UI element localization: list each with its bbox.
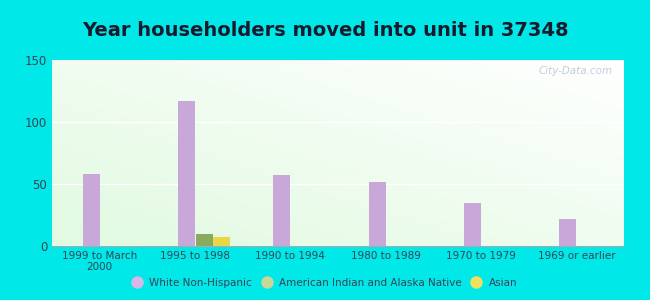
Bar [213,237,230,246]
Bar [369,182,385,246]
Legend: White Non-Hispanic, American Indian and Alaska Native, Asian: White Non-Hispanic, American Indian and … [128,273,522,292]
Text: Year householders moved into unit in 37348: Year householders moved into unit in 373… [82,21,568,40]
Bar [83,174,99,246]
Text: City-Data.com: City-Data.com [538,66,612,76]
Bar [178,101,195,246]
Bar [196,234,213,246]
Bar [464,202,481,246]
Bar [559,219,577,246]
Bar [273,175,291,246]
